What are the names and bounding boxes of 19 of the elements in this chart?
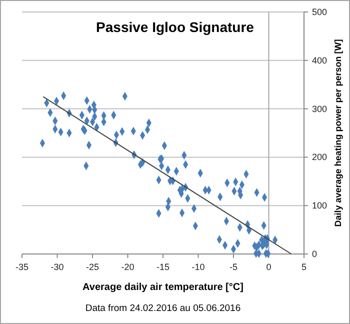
x-tick-label: -20: [121, 262, 134, 272]
y-tick-label: 400: [312, 55, 328, 66]
x-tick-label: -30: [50, 262, 64, 272]
x-tick-label: -25: [86, 262, 100, 272]
y-tick-label: 200: [312, 152, 328, 162]
x-tick-label: 5: [301, 262, 307, 272]
y-axis-title: Daily average heating power per person [W]: [333, 39, 343, 227]
x-tick-label: -35: [15, 262, 29, 272]
x-tick-label: -5: [229, 262, 238, 272]
y-tick-label: 300: [312, 104, 328, 114]
text: Data from 24.02.2016 au 05.06.2016: [85, 303, 241, 314]
x-tick-label: -10: [192, 262, 205, 272]
x-tick-label: 0: [266, 262, 272, 272]
y-tick-label: 0: [312, 249, 318, 259]
y-tick-label: 500: [312, 7, 328, 17]
y-tick-label: 100: [312, 200, 328, 211]
x-axis-title: Average daily air temperature [°C]: [82, 282, 244, 293]
text: Passive Igloo Signature: [96, 19, 254, 35]
x-tick-label: -15: [156, 262, 170, 272]
